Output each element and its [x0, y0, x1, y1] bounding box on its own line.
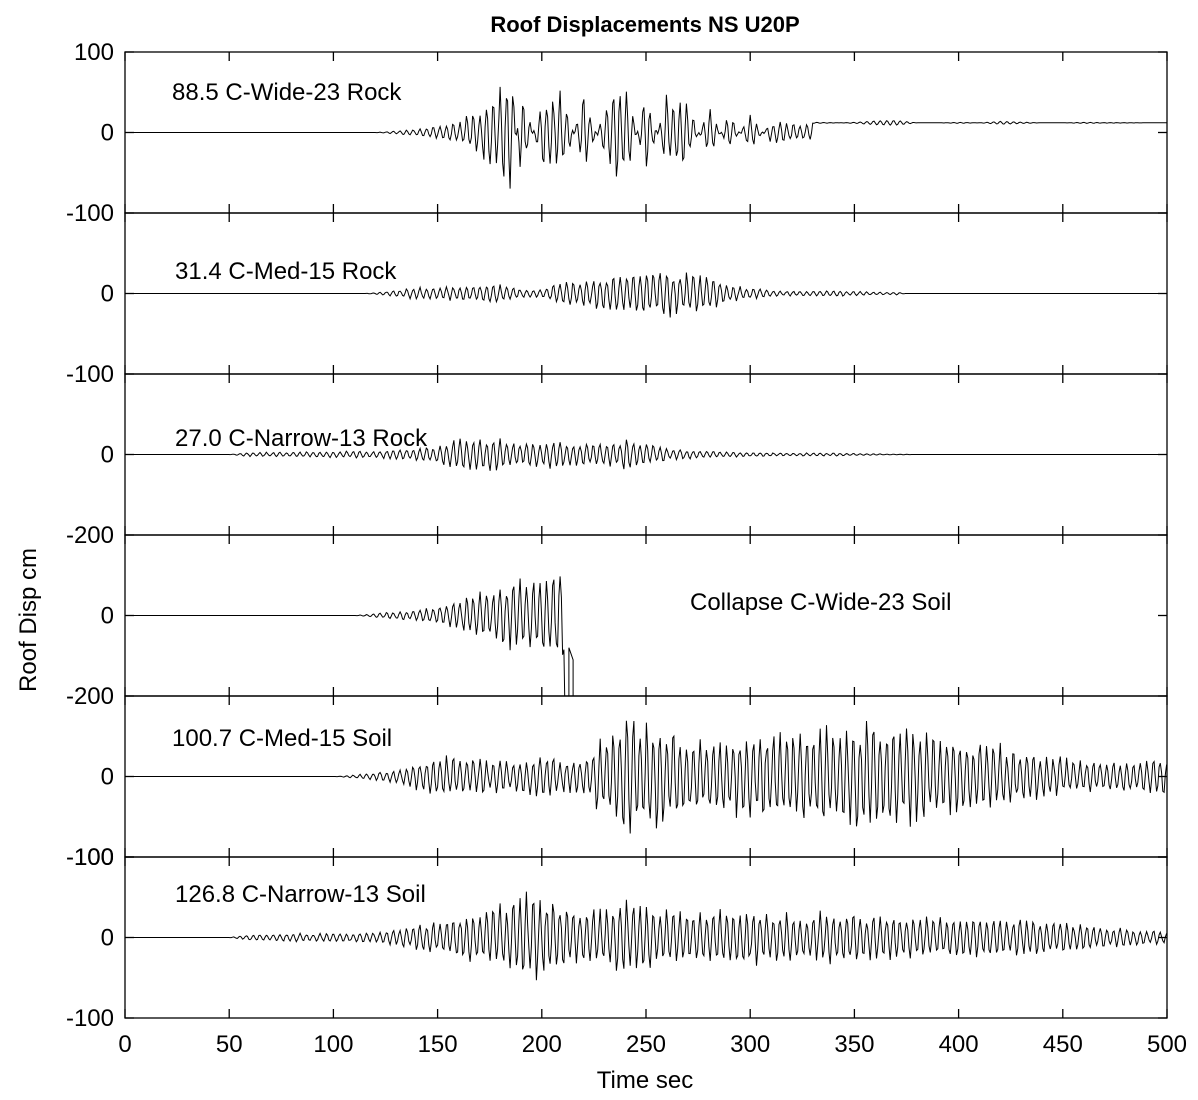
panel-2: 0 -100 31.4 C-Med-15 Rock — [66, 213, 1167, 388]
x-tick-label: 150 — [418, 1031, 458, 1058]
x-tick-label: 200 — [522, 1031, 562, 1058]
series-label: 88.5 C-Wide-23 Rock — [172, 79, 402, 106]
y-tick-label: 0 — [101, 120, 114, 147]
x-tick-label: 300 — [730, 1031, 770, 1058]
x-tick-label: 450 — [1043, 1031, 1083, 1058]
x-axis-label: Time sec — [597, 1067, 693, 1094]
panel-3: 0 -200 27.0 C-Narrow-13 Rock — [66, 374, 1167, 549]
y-tick-label: -200 — [66, 683, 114, 710]
y-tick-label: 100 — [74, 844, 114, 871]
y-tick-label: -200 — [66, 522, 114, 549]
series-label: 31.4 C-Med-15 Rock — [175, 258, 397, 285]
panel-4: 0 -200 Collapse C-Wide-23 Soil — [66, 535, 1167, 710]
y-axis-label: Roof Disp cm — [15, 548, 42, 692]
x-tick-label: 0 — [118, 1031, 131, 1058]
series-label: 100.7 C-Med-15 Soil — [172, 725, 392, 752]
y-tick-label: 0 — [101, 281, 114, 308]
y-tick-label: 0 — [101, 925, 114, 952]
chart-title: Roof Displacements NS U20P — [490, 12, 799, 37]
x-tick-label: 400 — [939, 1031, 979, 1058]
y-tick-label: -100 — [66, 361, 114, 388]
y-tick-label: 0 — [101, 764, 114, 791]
x-tick-label: 50 — [216, 1031, 243, 1058]
y-tick-label: 0 — [101, 442, 114, 469]
panel-6: 100 0 -100 126.8 C-Narrow-13 Soil — [66, 844, 1167, 1032]
y-tick-label: 100 — [74, 39, 114, 66]
x-tick-label: 100 — [313, 1031, 353, 1058]
y-tick-label: -100 — [66, 1005, 114, 1032]
series-label: Collapse C-Wide-23 Soil — [690, 589, 951, 616]
x-tick-label: 350 — [834, 1031, 874, 1058]
series-label: 27.0 C-Narrow-13 Rock — [175, 425, 428, 452]
chart-panels: 100 0 -100 88.5 C-Wide-23 Rock 0 -100 31.4 C-M… — [66, 39, 1167, 1032]
panel-1: 100 0 -100 88.5 C-Wide-23 Rock — [66, 39, 1167, 227]
x-tick-label: 500 — [1147, 1031, 1187, 1058]
y-tick-label: -100 — [66, 200, 114, 227]
y-tick-label: 0 — [101, 603, 114, 630]
series-label: 126.8 C-Narrow-13 Soil — [175, 881, 426, 908]
series-trace — [125, 576, 573, 696]
x-tick-label: 250 — [626, 1031, 666, 1058]
x-axis: 0 50 100 150 200 250 300 350 400 450 500 — [118, 1031, 1187, 1058]
